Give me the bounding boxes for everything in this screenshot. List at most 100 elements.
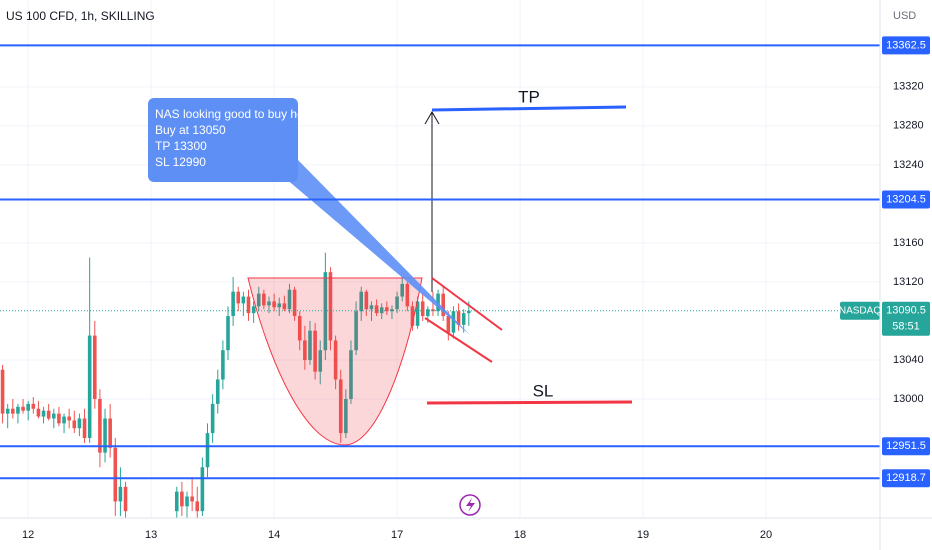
candle-body	[390, 309, 394, 312]
candle-body	[77, 418, 82, 429]
callout-line: SL 12990	[155, 155, 206, 169]
candle-body	[72, 420, 77, 429]
y-tick-label: 13120	[893, 276, 924, 288]
candle-body	[354, 311, 358, 351]
candle-body	[123, 486, 128, 512]
arrow-head	[424, 111, 440, 125]
candle-body	[344, 398, 348, 434]
candle-body	[323, 272, 328, 351]
candle-body	[190, 496, 194, 502]
candle-body	[195, 501, 200, 512]
callout-line: TP 13300	[155, 139, 207, 153]
candle-body	[236, 291, 241, 304]
x-tick-label: 17	[391, 529, 403, 541]
last-price-label: 13090.5	[886, 305, 926, 317]
price-line-label-bg	[882, 190, 930, 209]
candle-body	[103, 418, 107, 453]
tp-label: TP	[518, 87, 540, 106]
candle-body	[395, 296, 399, 310]
candle-body	[359, 291, 364, 312]
candle-body	[118, 486, 123, 502]
candle-body	[21, 406, 25, 411]
candle-body	[441, 293, 445, 317]
candle-body	[410, 306, 415, 326]
y-tick-label: 13240	[893, 159, 924, 171]
candle-body	[318, 350, 323, 372]
candle-body	[374, 305, 379, 314]
candles	[0, 252, 471, 518]
flag-upper	[431, 277, 503, 331]
sl-label: SL	[533, 381, 554, 400]
candle-body	[287, 289, 292, 310]
candle-body	[333, 340, 338, 380]
candle-body	[41, 410, 46, 417]
event-bolt	[466, 498, 475, 512]
x-tick-label: 12	[22, 529, 34, 541]
sl-line	[426, 400, 633, 405]
candle-body	[303, 340, 307, 360]
price-line-label-bg	[882, 469, 930, 488]
chart-title: US 100 CFD, 1h, SKILLING	[6, 9, 155, 23]
candle-body	[426, 309, 430, 317]
currency: USD	[893, 10, 916, 22]
x-tick-label: 19	[637, 529, 649, 541]
candle-body	[205, 433, 210, 468]
candle-body	[277, 303, 282, 308]
price-line-label-bg	[882, 36, 930, 55]
x-tick-label: 14	[268, 529, 280, 541]
candle-body	[467, 310, 471, 314]
callout-tail	[285, 160, 470, 335]
overlay: 13362.5 13204.5 12951.5 12918.7 NASDAQ 13090.…	[0, 36, 930, 488]
candle-body	[256, 293, 261, 307]
y-tick-label: 13000	[893, 393, 924, 405]
candle-body	[67, 416, 71, 421]
grid	[0, 0, 880, 518]
candle-body	[385, 307, 389, 312]
candle-body	[82, 418, 87, 439]
y-tick-label: 13280	[893, 120, 924, 132]
x-tick-label: 20	[760, 529, 772, 541]
candle-body	[246, 296, 251, 314]
callout-box	[148, 98, 298, 182]
candle-body	[87, 335, 92, 439]
candle-body	[456, 311, 461, 325]
candle-body	[36, 408, 41, 417]
callout-line: Buy at 13050	[155, 123, 226, 137]
candle-body	[251, 306, 256, 314]
price-line-label: 12951.5	[886, 440, 926, 452]
candle-body	[451, 311, 456, 333]
candle-body	[313, 330, 317, 372]
candle-body	[308, 330, 312, 360]
candle-body	[31, 403, 36, 409]
callout-line: NAS looking good to buy here	[155, 107, 315, 121]
candle-body	[221, 350, 225, 380]
candle-body	[405, 283, 410, 307]
candle-body	[338, 379, 343, 434]
candle-body	[328, 272, 333, 341]
candle-body	[400, 283, 405, 297]
candle-body	[226, 316, 230, 351]
cup-shape	[247, 277, 423, 446]
candle-body	[282, 303, 287, 310]
candle-body	[26, 403, 30, 411]
candle-body	[108, 418, 112, 448]
y-tick-label: 13160	[893, 237, 924, 249]
candle-body	[420, 301, 425, 317]
x-tick-label: 18	[514, 529, 526, 541]
y-tick-label: 13320	[893, 81, 924, 93]
candle-body	[92, 335, 97, 399]
candle-body	[52, 413, 56, 419]
candle-body	[180, 491, 184, 507]
candle-body	[436, 293, 440, 312]
price-line-label: 12918.7	[886, 472, 926, 484]
candle-body	[446, 316, 451, 333]
candle-body	[231, 291, 235, 317]
candle-body	[57, 413, 61, 424]
candle-body	[5, 408, 10, 414]
flag-lower	[424, 317, 493, 363]
candle-body	[267, 301, 271, 306]
candle-body	[46, 410, 51, 419]
candle-body	[262, 293, 266, 306]
candle-body	[364, 291, 369, 310]
